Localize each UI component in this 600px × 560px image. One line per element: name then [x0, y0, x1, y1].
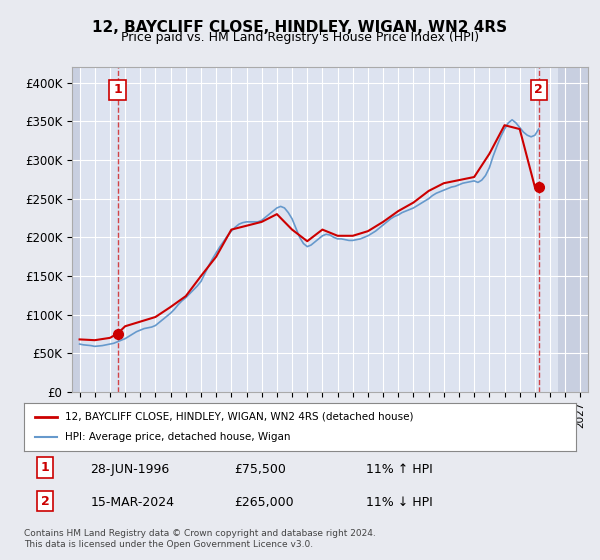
- Text: 1: 1: [113, 83, 122, 96]
- Text: 11% ↓ HPI: 11% ↓ HPI: [366, 496, 433, 508]
- Text: HPI: Average price, detached house, Wigan: HPI: Average price, detached house, Wiga…: [65, 432, 291, 442]
- Text: 2: 2: [535, 83, 543, 96]
- Text: £75,500: £75,500: [234, 463, 286, 476]
- Text: Contains HM Land Registry data © Crown copyright and database right 2024.
This d: Contains HM Land Registry data © Crown c…: [24, 529, 376, 549]
- Text: £265,000: £265,000: [234, 496, 293, 508]
- Text: 2: 2: [41, 494, 49, 507]
- Text: 12, BAYCLIFF CLOSE, HINDLEY, WIGAN, WN2 4RS: 12, BAYCLIFF CLOSE, HINDLEY, WIGAN, WN2 …: [92, 20, 508, 35]
- Text: Price paid vs. HM Land Registry's House Price Index (HPI): Price paid vs. HM Land Registry's House …: [121, 31, 479, 44]
- Text: 1: 1: [41, 461, 49, 474]
- Text: 11% ↑ HPI: 11% ↑ HPI: [366, 463, 433, 476]
- Text: 12, BAYCLIFF CLOSE, HINDLEY, WIGAN, WN2 4RS (detached house): 12, BAYCLIFF CLOSE, HINDLEY, WIGAN, WN2 …: [65, 412, 414, 422]
- Text: 28-JUN-1996: 28-JUN-1996: [90, 463, 169, 476]
- Bar: [557, 67, 588, 392]
- Bar: [72, 67, 80, 392]
- Text: 15-MAR-2024: 15-MAR-2024: [90, 496, 174, 508]
